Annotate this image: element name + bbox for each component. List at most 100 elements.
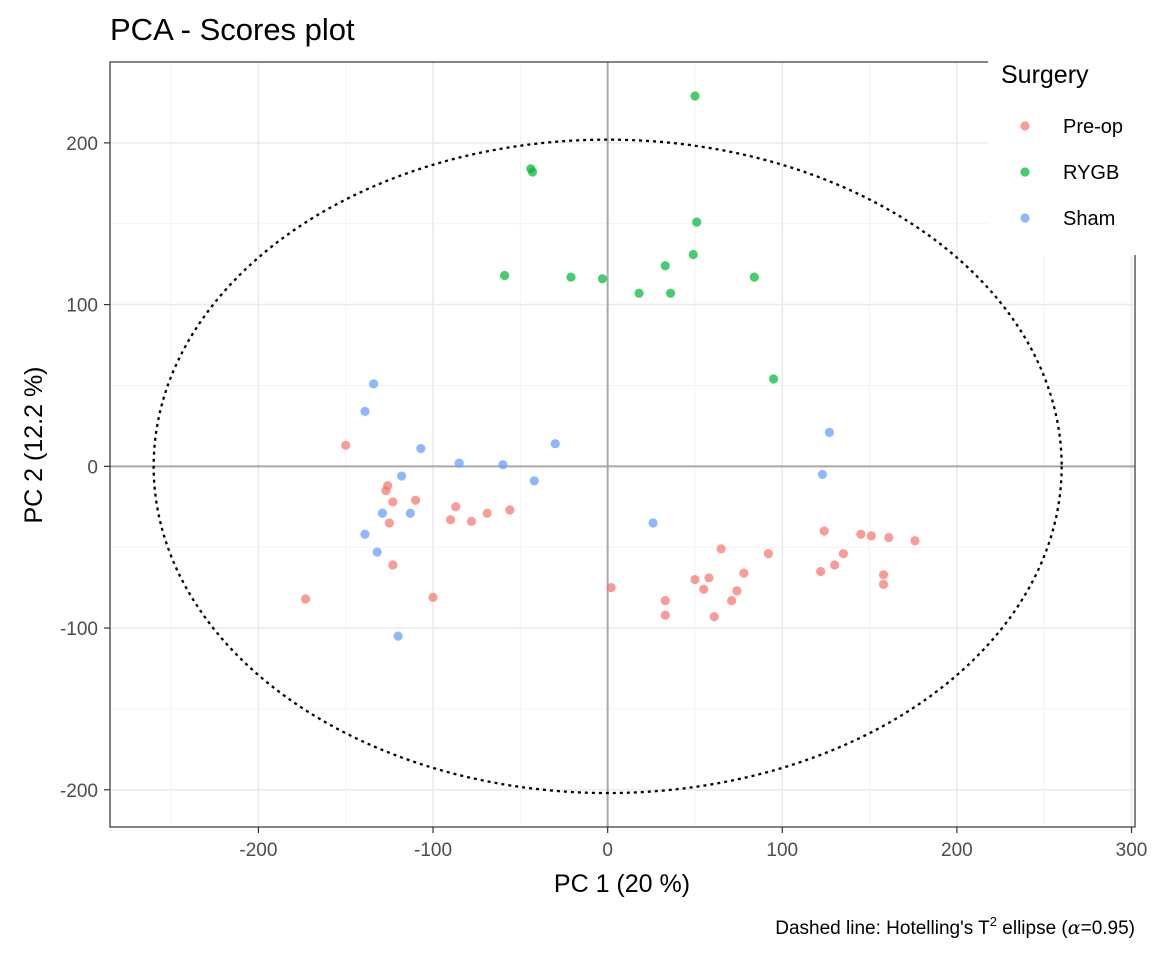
data-point xyxy=(763,549,773,559)
data-point xyxy=(665,288,676,298)
x-tick-label: -200 xyxy=(239,840,277,861)
data-point xyxy=(699,584,709,594)
data-point xyxy=(388,560,398,570)
legend-key-sham xyxy=(1020,213,1030,223)
x-tick-label: 200 xyxy=(941,840,973,861)
legend-background xyxy=(988,55,1152,255)
caption-alpha-value: =0.95) xyxy=(1081,918,1135,939)
series-sham xyxy=(360,379,835,641)
data-point xyxy=(732,586,742,596)
series-rygb xyxy=(500,91,779,384)
data-point xyxy=(410,495,421,505)
data-point xyxy=(566,272,576,282)
legend-label: RYGB xyxy=(1063,162,1119,184)
caption-main: Dashed line: Hotelling's T xyxy=(775,918,990,939)
data-point xyxy=(300,594,311,604)
y-tick-label: -100 xyxy=(60,619,98,640)
x-tick-label: -100 xyxy=(414,840,452,861)
data-point xyxy=(388,497,398,507)
legend-key-rygb xyxy=(1020,167,1030,177)
data-point xyxy=(690,574,700,585)
data-point xyxy=(505,505,515,515)
data-point xyxy=(634,288,644,298)
data-point xyxy=(688,249,698,260)
points-layer xyxy=(300,91,920,641)
data-point xyxy=(550,439,560,449)
data-point xyxy=(597,274,608,284)
legend-key-pre-op xyxy=(1020,121,1030,131)
y-tick-label: 0 xyxy=(87,457,98,478)
data-point xyxy=(529,476,539,486)
data-point xyxy=(819,526,829,536)
data-point xyxy=(878,570,889,580)
data-point xyxy=(816,566,826,577)
data-point xyxy=(451,502,461,512)
axis-layer: -200 -100 0 100 200 300 -200 -100 0 100 200 xyxy=(60,134,1147,861)
data-point xyxy=(377,508,388,518)
data-point xyxy=(884,532,894,543)
data-point xyxy=(709,612,719,622)
legend-label: Pre-op xyxy=(1063,116,1123,138)
data-point xyxy=(830,560,840,570)
data-point xyxy=(704,573,714,583)
data-point xyxy=(393,631,403,641)
data-point xyxy=(716,544,726,554)
legend: Surgery Pre-op RYGB Sham xyxy=(988,55,1152,255)
data-point xyxy=(482,508,492,518)
data-point xyxy=(856,529,866,539)
data-point xyxy=(397,471,407,481)
data-point xyxy=(692,217,702,227)
data-point xyxy=(768,374,779,384)
y-axis-title: PC 2 (12.2 %) xyxy=(20,366,48,523)
data-point xyxy=(360,406,370,416)
y-tick-label: 100 xyxy=(66,296,98,317)
data-point xyxy=(910,536,920,546)
data-point xyxy=(381,485,391,496)
data-point xyxy=(648,518,658,528)
grid-layer xyxy=(110,62,1135,827)
legend-title: Surgery xyxy=(1001,61,1089,89)
data-point xyxy=(739,568,749,578)
data-point xyxy=(660,610,670,620)
data-point xyxy=(660,261,670,271)
series-pre-op xyxy=(300,440,920,622)
data-point xyxy=(372,547,382,557)
data-point xyxy=(824,427,835,437)
data-point xyxy=(660,595,670,606)
data-point xyxy=(466,516,477,526)
data-point xyxy=(360,529,370,539)
data-point xyxy=(606,583,616,593)
data-point xyxy=(500,270,510,281)
data-point xyxy=(749,272,759,282)
data-point xyxy=(416,443,426,454)
ellipse-layer xyxy=(152,138,1063,795)
x-tick-label: 0 xyxy=(602,840,613,861)
data-point xyxy=(727,595,737,606)
data-point xyxy=(498,460,508,470)
data-point xyxy=(878,579,889,589)
y-tick-label: 200 xyxy=(66,134,98,155)
data-point xyxy=(454,458,464,468)
reference-lines xyxy=(110,62,1135,827)
data-point xyxy=(838,549,848,559)
x-tick-label: 300 xyxy=(1116,840,1148,861)
data-point xyxy=(341,440,351,450)
data-point xyxy=(369,379,379,389)
data-point xyxy=(690,91,700,101)
caption-alpha-symbol: α xyxy=(1068,917,1081,939)
data-point xyxy=(405,508,415,518)
caption-rest: ellipse ( xyxy=(997,918,1068,939)
x-axis-title: PC 1 (20 %) xyxy=(554,870,690,898)
panel-border xyxy=(109,61,1136,828)
data-point xyxy=(445,515,456,525)
data-point xyxy=(527,167,538,177)
x-tick-label: 100 xyxy=(766,840,798,861)
y-tick-label: -200 xyxy=(60,781,98,802)
data-point xyxy=(866,531,876,541)
data-point xyxy=(384,518,394,528)
caption-superscript: 2 xyxy=(990,914,997,929)
chart-title: PCA - Scores plot xyxy=(110,12,355,47)
legend-label: Sham xyxy=(1063,208,1115,230)
data-point xyxy=(817,469,828,480)
